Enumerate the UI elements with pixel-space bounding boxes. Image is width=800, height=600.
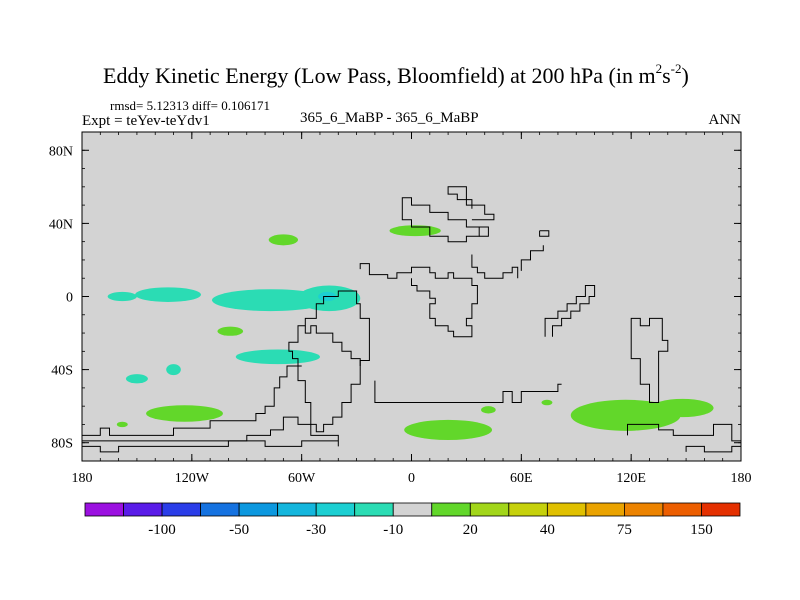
center-label: 365_6_MaBP - 365_6_MaBP [300, 110, 479, 126]
coast-australia [630, 317, 669, 403]
y-tick-label: 80N [49, 144, 73, 159]
colorbar-box [546, 502, 587, 517]
anomaly-mediterranean [389, 225, 441, 237]
chart-title: Eddy Kinetic Energy (Low Pass, Bloomfiel… [103, 61, 689, 88]
anomaly-southern-ocean-atlantic [404, 419, 493, 440]
colorbar-label: -30 [306, 522, 326, 538]
coast-southern-atlantic [374, 380, 562, 403]
colorbar-label: -50 [229, 522, 249, 538]
colorbar-box [662, 502, 702, 517]
x-tick-label: 180 [731, 471, 752, 486]
anomaly-southern-ocean-pacific-small [116, 421, 128, 428]
colorbar-box [277, 502, 317, 517]
colorbar-box [200, 502, 240, 517]
axis-layer: 180 120W 60W 0 60E 120E 180 80N 40N 0 40S 80S [49, 131, 752, 486]
anomaly-southern-ocean-indian-small [541, 399, 553, 406]
colorbar-label: 40 [540, 522, 555, 538]
coast-antarctica-peninsula [82, 416, 339, 447]
coast-eastern-europe-island [479, 226, 489, 237]
anomaly-southern-ocean-atlantic-small [481, 406, 496, 414]
coast-europe [401, 197, 480, 243]
anomaly-tropical-pacific-west [107, 291, 137, 302]
colorbar-box [585, 502, 625, 517]
coast-west-asia [520, 245, 544, 271]
colorbar-box [238, 502, 279, 517]
coast-southeast-asia [544, 285, 596, 337]
colorbar-box [354, 502, 394, 517]
colorbar-label: 20 [463, 522, 478, 538]
y-tick-label: 40N [49, 217, 73, 232]
x-tick-label: 60E [510, 471, 533, 486]
x-tick-label: 120W [175, 471, 210, 486]
anomaly-tropical-pacific-central [135, 287, 201, 302]
anomaly-southern-ocean-indian-east [651, 398, 714, 418]
anomaly-south-pacific-west [125, 374, 148, 384]
coast-north-europe [447, 186, 495, 221]
colorbar-label: -10 [383, 522, 403, 538]
colorbar-box [161, 502, 201, 517]
coast-antarctica-inner [82, 365, 302, 436]
expt-label: Expt = teYev-teYdv1 [82, 113, 210, 129]
y-tick-label: 0 [66, 291, 73, 306]
coast-antarctica-pacific [82, 440, 339, 453]
colorbar-label: 75 [617, 522, 632, 538]
stats-label: rmsd= 5.12313 diff= 0.106171 [110, 98, 270, 113]
coast-southern-ocean-east [627, 423, 741, 442]
colorbar-box [624, 502, 664, 517]
colorbar: -100 -50 -30 -10 20 40 75 150 [84, 502, 741, 538]
season-label: ANN [709, 112, 742, 128]
x-tick-label: 60W [288, 471, 316, 486]
coastline-layer [82, 186, 741, 453]
colorbar-box [392, 502, 433, 517]
anomaly-layer [107, 225, 714, 440]
colorbar-box [431, 502, 471, 517]
x-tick-label: 0 [408, 471, 415, 486]
coast-antarctica-east [685, 445, 741, 453]
colorbar-box [701, 502, 741, 517]
x-tick-label: 180 [72, 471, 93, 486]
x-tick-label: 120E [616, 471, 646, 486]
y-tick-label: 40S [51, 364, 73, 379]
coast-south-america [288, 290, 370, 433]
coast-caspian [539, 230, 550, 237]
coast-arabia [471, 254, 519, 279]
colorbar-box [123, 502, 163, 517]
coast-america-west [304, 325, 361, 366]
colorbar-box [84, 502, 124, 517]
colorbar-box [315, 502, 356, 517]
anomaly-south-pacific-mid [166, 364, 181, 376]
coast-africa [359, 263, 478, 338]
colorbar-label: -100 [148, 522, 176, 538]
colorbar-label: 150 [690, 522, 713, 538]
anomaly-northeast-pacific [268, 234, 299, 246]
colorbar-box [508, 502, 548, 517]
y-tick-label: 80S [51, 437, 73, 452]
anomaly-south-pacific-small [217, 326, 244, 336]
anomaly-south-pacific-east [235, 349, 320, 365]
colorbar-box [469, 502, 510, 517]
anomaly-southern-ocean-pacific [146, 405, 223, 422]
